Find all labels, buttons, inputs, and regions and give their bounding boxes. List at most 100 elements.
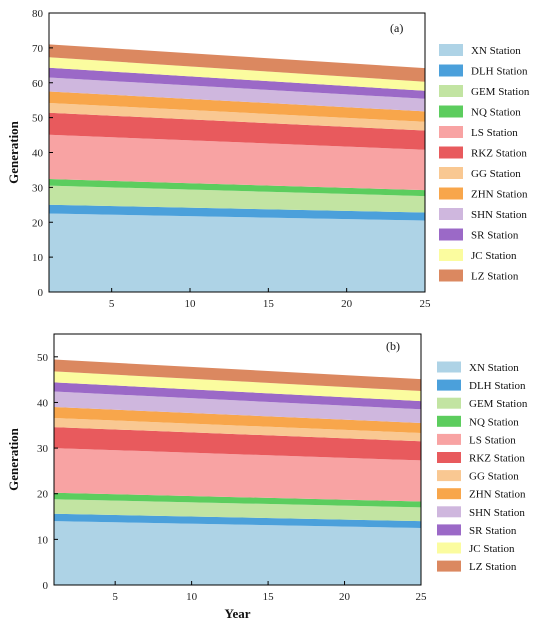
legend-label-ls-station: LS Station	[471, 127, 518, 139]
area-sr-station	[49, 67, 425, 99]
x-tick-label: 20	[341, 298, 353, 310]
legend-swatch-rkz-station	[439, 146, 463, 159]
legend-label-lz-station: LZ Station	[471, 271, 519, 283]
legend-swatch-ls-station	[437, 433, 461, 445]
stacked-areas	[49, 44, 425, 292]
legend-swatch-lz-station	[439, 269, 463, 282]
legend-swatch-xn-station	[439, 44, 463, 56]
legend-label-zhn-station: ZHN Station	[471, 189, 528, 201]
area-xn-station	[49, 213, 425, 292]
y-tick-label: 40	[32, 148, 44, 160]
x-tick-label: 5	[109, 298, 115, 310]
y-tick-label: 20	[37, 489, 49, 501]
legend-label-gem-station: GEM Station	[469, 398, 528, 410]
legend-swatch-lz-station	[437, 560, 461, 572]
area-rkz-station	[54, 427, 421, 461]
x-tick-label: 10	[185, 298, 197, 310]
legend-swatch-nq-station	[437, 415, 461, 427]
legend-label-rkz-station: RKZ Station	[469, 453, 525, 465]
legend-swatch-gem-station	[437, 397, 461, 409]
legend: XN Station DLH Station GEM Station NQ Stati…	[439, 44, 530, 283]
legend: XN Station DLH Station GEM Station NQ Stati…	[437, 361, 528, 573]
legend-label-gg-station: GG Station	[471, 168, 521, 180]
legend-label-dlh-station: DLH Station	[471, 66, 528, 78]
panel-label: (a)	[390, 21, 403, 35]
area-zhn-station	[49, 91, 425, 122]
legend-swatch-rkz-station	[437, 452, 461, 463]
x-axis-title: Year	[225, 606, 251, 621]
area-dlh-station	[54, 513, 421, 528]
y-tick-label: 30	[37, 443, 49, 455]
y-tick-label: 10	[37, 534, 49, 546]
area-shn-station	[49, 77, 425, 112]
legend-label-nq-station: NQ Station	[471, 107, 521, 119]
area-gem-station	[54, 499, 421, 522]
legend-label-shn-station: SHN Station	[469, 507, 525, 519]
legend-swatch-zhn-station	[439, 187, 463, 200]
x-tick-label: 25	[420, 298, 432, 310]
y-tick-label: 30	[32, 182, 44, 194]
x-tick-label: 10	[186, 591, 198, 603]
area-xn-station	[54, 521, 421, 585]
legend-swatch-ls-station	[439, 126, 463, 138]
area-nq-station	[49, 179, 425, 197]
legend-label-jc-station: JC Station	[471, 250, 517, 262]
legend-label-jc-station: JC Station	[469, 543, 515, 555]
legend-swatch-gem-station	[439, 85, 463, 97]
legend-label-sr-station: SR Station	[469, 525, 517, 537]
area-jc-station	[54, 371, 421, 402]
area-sr-station	[54, 382, 421, 410]
x-tick-label: 15	[263, 298, 275, 310]
legend-label-gem-station: GEM Station	[471, 86, 530, 98]
area-ls-station	[54, 448, 421, 502]
legend-label-zhn-station: ZHN Station	[469, 489, 526, 501]
y-axis-title: Generation	[6, 120, 21, 184]
area-ls-station	[49, 134, 425, 191]
legend-label-nq-station: NQ Station	[469, 416, 519, 428]
plot-frame	[53, 333, 422, 586]
y-tick-label: 50	[37, 352, 49, 364]
legend-swatch-shn-station	[437, 506, 461, 518]
y-tick-label: 60	[32, 78, 44, 90]
legend-swatch-sr-station	[439, 228, 463, 241]
legend-label-gg-station: GG Station	[469, 471, 519, 483]
legend-label-lz-station: LZ Station	[469, 561, 517, 573]
y-tick-label: 20	[32, 217, 44, 229]
legend-swatch-jc-station	[439, 249, 463, 261]
legend-swatch-zhn-station	[437, 488, 461, 500]
area-gem-station	[49, 185, 425, 213]
area-shn-station	[54, 391, 421, 423]
y-tick-label: 0	[43, 580, 49, 592]
x-tick-label: 5	[112, 591, 118, 603]
area-gg-station	[54, 417, 421, 442]
legend-label-shn-station: SHN Station	[471, 209, 527, 221]
legend-label-ls-station: LS Station	[469, 434, 516, 446]
legend-label-xn-station: XN Station	[471, 45, 521, 57]
legend-swatch-nq-station	[439, 105, 463, 118]
chart-panel-a: 01020304050607080510152025YearGeneration…	[6, 8, 530, 310]
legend-label-rkz-station: RKZ Station	[471, 148, 527, 160]
legend-swatch-gg-station	[437, 470, 461, 482]
legend-label-sr-station: SR Station	[471, 230, 519, 242]
area-zhn-station	[54, 407, 421, 434]
legend-label-dlh-station: DLH Station	[469, 380, 526, 392]
area-lz-station	[49, 44, 425, 82]
y-tick-label: 50	[32, 113, 44, 125]
area-jc-station	[49, 57, 425, 91]
legend-swatch-jc-station	[437, 542, 461, 554]
y-tick-label: 10	[32, 252, 44, 264]
chart-panel-b: 0 10 20 30 40 50 5 10 15 20 25 Year Generation (b) XN …	[6, 333, 528, 621]
area-lz-station	[54, 359, 421, 392]
legend-swatch-gg-station	[439, 167, 463, 179]
legend-label-xn-station: XN Station	[469, 362, 519, 374]
y-tick-label: 80	[32, 8, 44, 20]
area-nq-station	[54, 492, 421, 508]
legend-swatch-sr-station	[437, 524, 461, 536]
legend-swatch-xn-station	[437, 361, 461, 373]
y-tick-label: 0	[38, 287, 44, 299]
stacked-areas	[54, 359, 421, 585]
y-axis-title: Generation	[6, 427, 21, 491]
legend-swatch-shn-station	[439, 208, 463, 220]
y-tick-label: 40	[37, 397, 49, 409]
